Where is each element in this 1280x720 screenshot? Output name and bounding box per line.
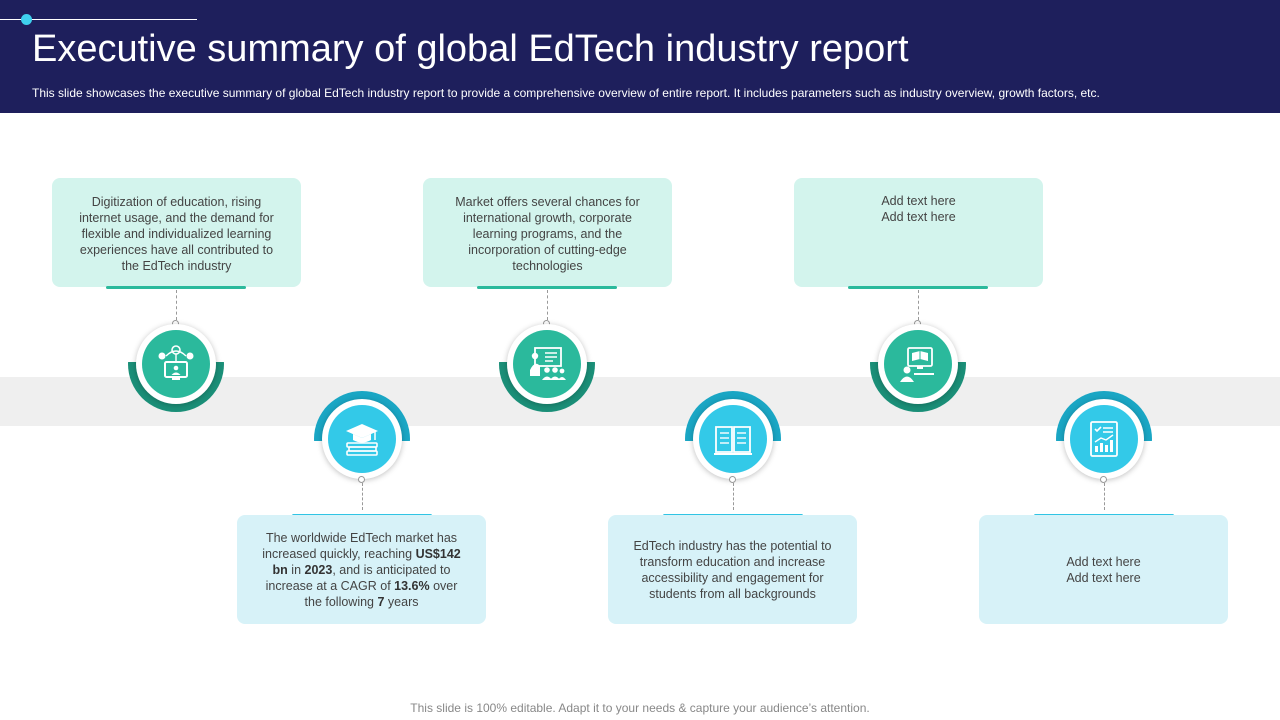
top-card-3-underline: [848, 286, 988, 289]
top-connector-1: [176, 290, 177, 320]
bottom-card-3[interactable]: Add text here Add text here: [979, 515, 1228, 624]
bottom-connector-dot-2: [729, 476, 736, 483]
bottom-node-3[interactable]: [1056, 391, 1152, 487]
top-node-3[interactable]: [870, 316, 966, 412]
footer-note: This slide is 100% editable. Adapt it to…: [410, 701, 870, 715]
bottom-card-2-text: EdTech industry has the potential to tra…: [633, 538, 832, 601]
bottom-card-3-line-1: Add text here: [1066, 554, 1141, 569]
bottom-connector-1: [362, 483, 363, 510]
report-chart-icon: [1090, 421, 1118, 457]
top-card-1-underline: [106, 286, 246, 289]
online-learning-icon: [900, 347, 934, 382]
bottom-connector-2: [733, 483, 734, 510]
bottom-connector-dot-1: [358, 476, 365, 483]
top-connector-2: [547, 290, 548, 320]
bottom-card-3-line-2: Add text here: [1066, 570, 1141, 585]
header-decor-line: [0, 19, 197, 20]
presentation-audience-icon: [530, 347, 566, 380]
top-connector-3: [918, 290, 919, 320]
years-value: 7: [377, 594, 385, 609]
header-bar: Executive summary of global EdTech indus…: [0, 0, 1280, 113]
bottom-card-2[interactable]: EdTech industry has the potential to tra…: [608, 515, 857, 624]
bottom-connector-3: [1104, 483, 1105, 510]
top-card-3-line-1: Add text here: [881, 194, 956, 208]
page-subtitle[interactable]: This slide showcases the executive summa…: [32, 86, 1100, 100]
bottom-card-1[interactable]: The worldwide EdTech market has increase…: [237, 515, 486, 624]
cagr-value: 13.6%: [394, 578, 430, 593]
top-card-3[interactable]: Add text here Add text here: [794, 178, 1043, 287]
bottom-node-1[interactable]: [314, 391, 410, 487]
top-card-1[interactable]: Digitization of education, rising intern…: [52, 178, 301, 287]
header-decor-dot: [21, 14, 32, 25]
bottom-connector-dot-3: [1100, 476, 1107, 483]
bottom-card-1-text: The worldwide EdTech market has increase…: [262, 530, 461, 609]
top-node-1[interactable]: [128, 316, 224, 412]
top-card-2[interactable]: Market offers several chances for intern…: [423, 178, 672, 287]
top-card-1-text: Digitization of education, rising intern…: [79, 195, 274, 273]
top-card-2-underline: [477, 286, 617, 289]
page-title[interactable]: Executive summary of global EdTech indus…: [32, 28, 909, 70]
top-card-3-line-2: Add text here: [881, 210, 956, 224]
bottom-node-2[interactable]: [685, 391, 781, 487]
top-card-2-text: Market offers several chances for intern…: [455, 195, 640, 273]
graduation-cap-books-icon: [346, 424, 378, 456]
open-book-icon: [714, 426, 752, 455]
digital-network-icon: [158, 345, 194, 380]
market-size-value: US$142 bn: [272, 546, 461, 577]
top-node-2[interactable]: [499, 316, 595, 412]
market-year-value: 2023: [304, 562, 333, 577]
